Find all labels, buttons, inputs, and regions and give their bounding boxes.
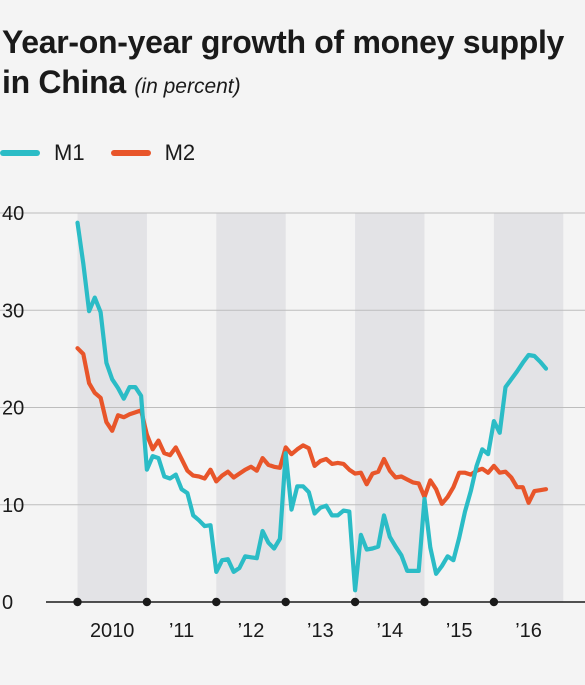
series-line-m1: [75, 220, 549, 593]
x-tick-label-3: ’13: [307, 620, 334, 642]
chart-title-text: Year-on-year growth of money supply in C…: [2, 24, 565, 100]
x-tick-label-6: ’16: [515, 620, 542, 642]
legend-label-m2: M2: [164, 140, 196, 165]
y-tick-label-20: 20: [2, 398, 24, 420]
year-marker-2012: [212, 597, 221, 607]
y-tick-label-30: 30: [2, 300, 24, 322]
year-marker-2010: [73, 597, 82, 607]
y-tick-label-40: 40: [2, 203, 24, 225]
x-tick-label-0: 2010: [90, 620, 135, 642]
legend-swatch-m2: [110, 150, 151, 156]
y-tick-label-0: 0: [2, 592, 13, 614]
chart-subtitle: (in percent): [134, 75, 241, 98]
legend-swatch-m1: [0, 150, 40, 156]
series-line-m2: [75, 346, 549, 506]
x-tick-label-4: ’14: [376, 620, 403, 642]
legend-item-m2: M2: [110, 140, 196, 166]
year-marker-2011: [142, 597, 152, 607]
x-tick-label-1: ’11: [169, 620, 194, 642]
y-tick-label-10: 10: [2, 495, 24, 517]
chart-title: Year-on-year growth of money supply in C…: [2, 22, 577, 107]
legend-label-m1: M1: [54, 140, 85, 165]
year-marker-2014: [350, 597, 360, 607]
chart-legend: M1 M2: [0, 138, 221, 168]
x-tick-label-5: ’15: [446, 620, 473, 642]
year-marker-2015: [420, 597, 429, 607]
x-tick-label-2: ’12: [238, 620, 265, 642]
legend-item-m1: M1: [0, 140, 85, 166]
year-marker-2013: [281, 597, 290, 607]
year-marker-2016: [489, 597, 499, 607]
